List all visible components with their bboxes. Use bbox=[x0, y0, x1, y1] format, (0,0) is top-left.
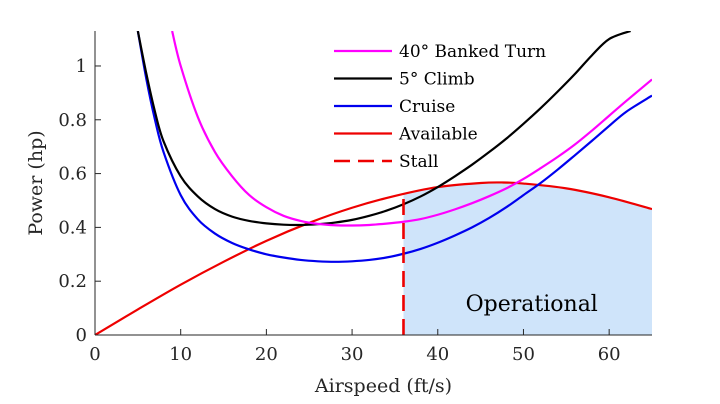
x-tick-label: 0 bbox=[89, 344, 100, 365]
series-line-cruise bbox=[136, 31, 652, 263]
x-axis-label: Airspeed (ft/s) bbox=[314, 375, 452, 397]
legend-label-40-banked-turn: 40° Banked Turn bbox=[399, 42, 546, 62]
x-tick-label: 60 bbox=[598, 344, 621, 365]
operational-label: Operational bbox=[466, 292, 598, 317]
x-tick-label: 20 bbox=[255, 344, 278, 365]
legend-label-stall: Stall bbox=[399, 152, 439, 172]
y-tick-label: 0.4 bbox=[58, 217, 87, 238]
axes bbox=[94, 31, 652, 336]
y-tick-label: 0.8 bbox=[58, 110, 87, 131]
legend: 40° Banked Turn 5° Climb Cruise Available St… bbox=[334, 42, 546, 172]
legend-label-available: Available bbox=[398, 125, 478, 145]
series-layer bbox=[95, 31, 652, 335]
y-tick-label: 1 bbox=[76, 56, 87, 77]
series-line-40-banked-turn bbox=[171, 31, 652, 227]
series-line-5-climb bbox=[136, 31, 631, 227]
legend-label-5-climb: 5° Climb bbox=[399, 70, 475, 90]
y-tick-label: 0.6 bbox=[58, 164, 87, 185]
y-tick-label: 0 bbox=[76, 325, 87, 346]
y-axis-label: Power (hp) bbox=[25, 130, 47, 235]
x-tick-label: 30 bbox=[341, 344, 364, 365]
ticks-layer: 0 10 20 30 40 50 60 0 0.2 0.4 0.6 0.8 1 bbox=[58, 56, 620, 365]
y-tick-label: 0.2 bbox=[58, 271, 87, 292]
legend-label-cruise: Cruise bbox=[399, 97, 455, 117]
x-tick-label: 40 bbox=[426, 344, 449, 365]
x-tick-label: 10 bbox=[169, 344, 192, 365]
operational-region bbox=[403, 182, 652, 335]
series-line-available bbox=[95, 181, 652, 335]
x-tick-label: 50 bbox=[512, 344, 535, 365]
